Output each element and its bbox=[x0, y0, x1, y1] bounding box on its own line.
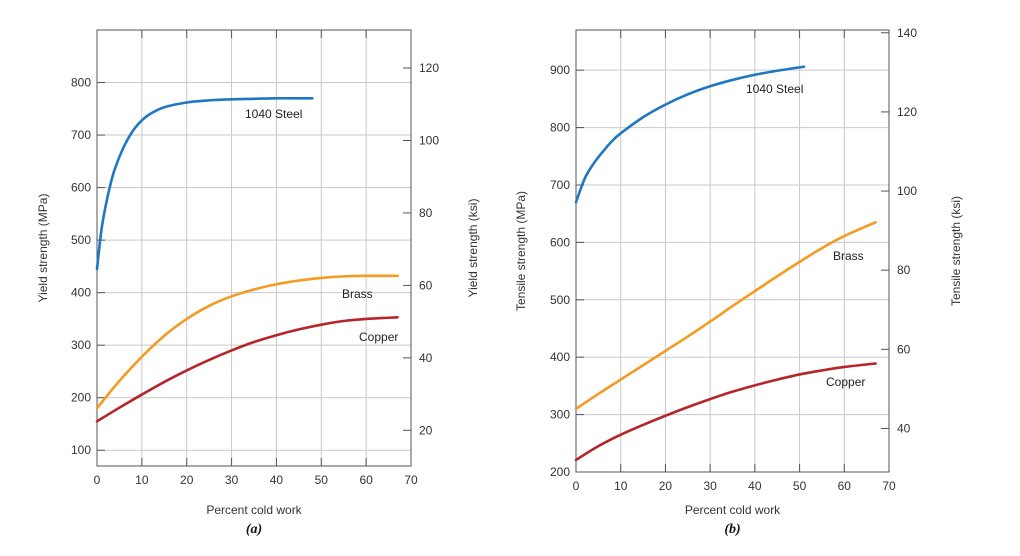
x-tick-label: 70 bbox=[882, 479, 896, 493]
series-line-1040-steel bbox=[95, 96, 314, 271]
x-tick-label: 70 bbox=[404, 473, 418, 487]
y-axis-label: Tensile strength (MPa) bbox=[514, 191, 528, 311]
x-tick-label: 60 bbox=[359, 473, 373, 487]
x-tick-label: 0 bbox=[94, 473, 101, 487]
panel-caption: (a) bbox=[246, 522, 262, 537]
y-tick-label: 400 bbox=[550, 350, 570, 364]
series-line-copper bbox=[95, 316, 399, 423]
x-tick-label: 50 bbox=[793, 479, 807, 493]
y-tick-label: 500 bbox=[550, 293, 570, 307]
y-tick-label: 600 bbox=[71, 181, 91, 195]
x-tick-label: 10 bbox=[135, 473, 149, 487]
y-tick-label: 700 bbox=[71, 128, 91, 142]
series-line-brass bbox=[95, 274, 399, 410]
x-tick-label: 30 bbox=[225, 473, 239, 487]
y-tick-label: 900 bbox=[550, 63, 570, 77]
y2-tick-label: 60 bbox=[419, 278, 433, 292]
x-tick-label: 40 bbox=[748, 479, 762, 493]
series-label-brass: Brass bbox=[342, 287, 373, 301]
y2-tick-label: 20 bbox=[419, 423, 433, 437]
y2-tick-label: 100 bbox=[897, 184, 917, 198]
y-tick-label: 400 bbox=[71, 286, 91, 300]
x-tick-label: 10 bbox=[614, 479, 628, 493]
x-axis-label: Percent cold work bbox=[685, 503, 781, 517]
y2-axis-label: Tensile strength (ksi) bbox=[949, 196, 963, 306]
x-tick-label: 60 bbox=[838, 479, 852, 493]
series-label-1040-steel: 1040 Steel bbox=[746, 82, 803, 96]
y2-tick-label: 80 bbox=[419, 206, 433, 220]
series-line-copper bbox=[574, 362, 877, 462]
y-tick-label: 600 bbox=[550, 235, 570, 249]
x-tick-label: 30 bbox=[703, 479, 717, 493]
y2-tick-label: 120 bbox=[419, 61, 439, 75]
y2-tick-label: 80 bbox=[897, 263, 911, 277]
y-tick-label: 300 bbox=[550, 408, 570, 422]
x-tick-label: 40 bbox=[270, 473, 284, 487]
series-label-brass: Brass bbox=[833, 249, 864, 263]
plot-frame bbox=[96, 29, 412, 467]
chart-panel-b: 0 10 20 30 40 50 60 70 200 300 400 500 600 700 800 900 4… bbox=[514, 26, 963, 537]
plot-frame bbox=[575, 29, 890, 473]
series-label-1040-steel: 1040 Steel bbox=[245, 107, 302, 121]
y2-axis-label: Yield strength (ksi) bbox=[466, 199, 480, 298]
y-tick-label: 700 bbox=[550, 178, 570, 192]
y2-tick-label: 60 bbox=[897, 342, 911, 356]
y-tick-label: 300 bbox=[71, 338, 91, 352]
y-tick-label: 800 bbox=[71, 76, 91, 90]
y2-tick-label: 40 bbox=[897, 421, 911, 435]
y-tick-label: 500 bbox=[71, 233, 91, 247]
chart-panel-a: 0 10 20 30 40 50 60 70 100 200 300 400 500 600 700 800 2… bbox=[36, 29, 480, 537]
y-tick-label: 200 bbox=[550, 465, 570, 479]
x-axis-label: Percent cold work bbox=[206, 503, 302, 517]
panel-caption: (b) bbox=[724, 522, 740, 537]
series-line-1040-steel bbox=[574, 65, 806, 204]
series-label-copper: Copper bbox=[826, 375, 865, 389]
y-tick-label: 100 bbox=[71, 443, 91, 457]
y-tick-label: 200 bbox=[71, 391, 91, 405]
x-tick-label: 50 bbox=[315, 473, 329, 487]
x-tick-label: 20 bbox=[659, 479, 673, 493]
y2-tick-label: 40 bbox=[419, 351, 433, 365]
x-tick-label: 0 bbox=[573, 479, 580, 493]
x-tick-label: 20 bbox=[180, 473, 194, 487]
y-axis-label: Yield strength (MPa) bbox=[36, 194, 50, 303]
series-label-copper: Copper bbox=[359, 330, 398, 344]
y2-tick-label: 140 bbox=[897, 26, 917, 40]
series-line-brass bbox=[574, 221, 877, 411]
y-tick-label: 800 bbox=[550, 121, 570, 135]
y2-tick-label: 100 bbox=[419, 133, 439, 147]
y2-tick-label: 120 bbox=[897, 105, 917, 119]
